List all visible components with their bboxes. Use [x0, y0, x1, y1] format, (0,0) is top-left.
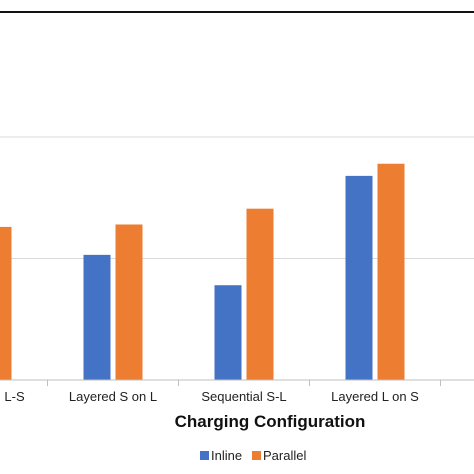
bar-parallel-3: [377, 163, 405, 380]
x-axis: [0, 379, 474, 386]
category-labels: Sequential L-S Layered S on L Sequential S…: [0, 389, 419, 404]
legend-swatch-inline: [200, 451, 209, 460]
x-axis-title: Charging Configuration: [175, 412, 366, 431]
category-label: Layered L on S: [331, 389, 419, 404]
category-label: Sequential S-L: [201, 389, 286, 404]
bar-parallel-2: [246, 208, 274, 380]
legend-label-inline: Inline: [211, 448, 242, 463]
legend-swatch-parallel: [252, 451, 261, 460]
bars: [0, 163, 405, 380]
legend-label-parallel: Parallel: [263, 448, 306, 463]
bar-inline-3: [345, 175, 373, 380]
legend: Inline Parallel: [200, 448, 306, 463]
bar-inline-2: [214, 285, 242, 380]
bar-parallel-0: [0, 226, 12, 380]
bar-parallel-1: [115, 224, 143, 380]
category-label: Layered S on L: [69, 389, 157, 404]
bar-inline-1: [83, 254, 111, 380]
category-label: Sequential L-S: [0, 389, 25, 404]
